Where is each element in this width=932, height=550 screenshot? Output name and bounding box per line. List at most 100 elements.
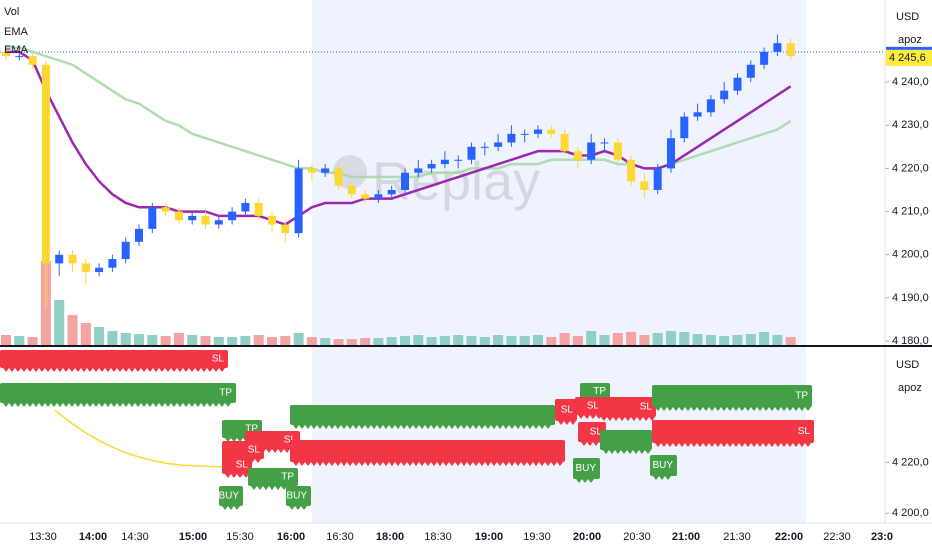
signal-pattern bbox=[299, 425, 305, 429]
signal-pattern bbox=[745, 443, 751, 447]
volume-bar bbox=[546, 337, 557, 345]
signal-pattern bbox=[533, 425, 539, 429]
signal-pattern bbox=[639, 450, 645, 454]
signal-pattern bbox=[147, 368, 153, 372]
signal-pattern bbox=[787, 443, 793, 447]
signal-pattern bbox=[301, 506, 307, 510]
signal-pattern bbox=[311, 462, 317, 466]
candle-body bbox=[321, 168, 330, 173]
legend-ema: EMA bbox=[4, 44, 29, 56]
signal-pattern bbox=[57, 403, 63, 407]
signal-pattern bbox=[207, 403, 213, 407]
signal-pattern bbox=[673, 443, 679, 447]
volume-bar bbox=[453, 335, 464, 345]
volume-bar bbox=[173, 333, 184, 345]
volume-bar bbox=[439, 336, 450, 345]
signal-pattern bbox=[413, 462, 419, 466]
signal-pattern bbox=[733, 443, 739, 447]
signal-pattern bbox=[570, 421, 576, 425]
signal-pattern bbox=[293, 425, 299, 429]
signal-pattern bbox=[407, 425, 413, 429]
signal-pattern bbox=[365, 425, 371, 429]
candle-body bbox=[427, 164, 436, 169]
volume-bar bbox=[120, 333, 131, 345]
volume-bar bbox=[572, 336, 583, 345]
signal-pattern bbox=[389, 425, 395, 429]
volume-bar bbox=[360, 338, 371, 345]
signal-pattern bbox=[551, 462, 557, 466]
x-tick-label: 15:30 bbox=[226, 531, 254, 543]
signal-pattern bbox=[715, 443, 721, 447]
signal-pattern bbox=[467, 462, 473, 466]
candle-body bbox=[214, 220, 223, 225]
signal-pattern bbox=[691, 443, 697, 447]
volume-bar bbox=[373, 338, 384, 345]
x-tick-label: 13:30 bbox=[29, 531, 57, 543]
candle-body bbox=[254, 202, 263, 216]
candle-body bbox=[587, 142, 596, 160]
signal-pattern bbox=[269, 486, 275, 490]
signal-label: TP bbox=[219, 388, 232, 399]
signal-label: BUY bbox=[575, 463, 596, 474]
signal-pattern bbox=[503, 425, 509, 429]
signal-label: SL bbox=[640, 402, 653, 413]
signal-pattern bbox=[751, 407, 757, 411]
x-tick-label: 18:30 bbox=[424, 531, 452, 543]
signal-pattern bbox=[39, 368, 45, 372]
volume-bar bbox=[626, 332, 637, 345]
signal-pattern bbox=[805, 443, 811, 447]
signal-pattern bbox=[311, 425, 317, 429]
signal-pattern bbox=[645, 450, 651, 454]
signal-pattern bbox=[721, 407, 727, 411]
signal-pattern bbox=[527, 462, 533, 466]
signal-box bbox=[286, 486, 311, 506]
signal-pattern bbox=[123, 403, 129, 407]
volume-bar bbox=[679, 332, 690, 345]
volume-bar bbox=[413, 335, 424, 345]
signal-pattern bbox=[625, 417, 631, 421]
signal-pattern bbox=[763, 443, 769, 447]
signal-pattern bbox=[449, 425, 455, 429]
signal-pattern bbox=[793, 443, 799, 447]
x-tick-label: 19:30 bbox=[523, 531, 551, 543]
signal-label: TP bbox=[795, 391, 808, 402]
signal-pattern bbox=[733, 407, 739, 411]
signal-pattern bbox=[721, 443, 727, 447]
signal-pattern bbox=[225, 474, 231, 478]
signal-pattern bbox=[165, 368, 171, 372]
signal-pattern bbox=[383, 425, 389, 429]
volume-bar bbox=[785, 337, 796, 345]
signal-pattern bbox=[189, 368, 195, 372]
signal-pattern bbox=[431, 462, 437, 466]
signal-label: BUY bbox=[286, 491, 307, 502]
signal-pattern bbox=[335, 425, 341, 429]
signal-pattern bbox=[347, 462, 353, 466]
signal-pattern bbox=[621, 450, 627, 454]
signal-pattern bbox=[757, 443, 763, 447]
signal-pattern bbox=[539, 462, 545, 466]
volume-bar bbox=[692, 334, 703, 345]
signal-pattern bbox=[637, 417, 643, 421]
ema-line bbox=[6, 50, 792, 226]
signal-pattern bbox=[643, 417, 649, 421]
signal-pattern bbox=[135, 368, 141, 372]
signal-pattern bbox=[365, 462, 371, 466]
candle-body bbox=[760, 51, 769, 65]
legend-vol: Vol bbox=[4, 6, 19, 18]
candle-body bbox=[667, 138, 675, 169]
signal-pattern bbox=[284, 449, 290, 453]
signal-pattern bbox=[455, 425, 461, 429]
candle-body bbox=[494, 142, 503, 147]
y-tick-label: 4 200,0 bbox=[892, 249, 929, 261]
signal-pattern bbox=[51, 403, 57, 407]
signal-pattern bbox=[509, 462, 515, 466]
signal-pattern bbox=[449, 462, 455, 466]
candle-body bbox=[55, 254, 64, 264]
signal-pattern bbox=[189, 403, 195, 407]
signal-pattern bbox=[673, 407, 679, 411]
candle-body bbox=[307, 168, 316, 173]
y-tick-label: 4 180,0 bbox=[892, 335, 929, 347]
signal-pattern bbox=[171, 403, 177, 407]
volume-bar bbox=[240, 336, 251, 345]
